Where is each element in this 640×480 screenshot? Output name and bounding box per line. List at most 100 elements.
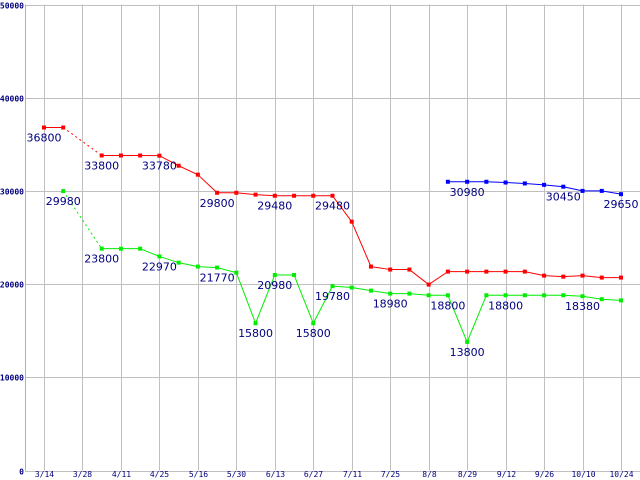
x-tick-label: 7/11 — [343, 470, 362, 479]
series-segment — [236, 192, 256, 196]
series-segment — [524, 271, 545, 277]
data-label: 20980 — [257, 279, 292, 292]
data-label: 29650 — [603, 198, 638, 211]
data-label: 29480 — [257, 200, 292, 213]
series-segment — [582, 295, 602, 300]
data-point — [253, 321, 258, 326]
series-segment — [197, 174, 218, 194]
data-label: 15800 — [296, 327, 331, 340]
x-tick-label: 4/25 — [150, 470, 169, 479]
data-point — [407, 267, 412, 272]
data-label: 33800 — [84, 159, 119, 172]
data-point — [465, 269, 470, 274]
data-point — [61, 189, 66, 194]
x-tick-label: 6/13 — [266, 470, 285, 479]
data-point — [234, 190, 239, 195]
data-point — [42, 125, 46, 130]
data-point — [99, 246, 104, 251]
data-point — [368, 288, 373, 293]
data-point — [292, 193, 297, 198]
data-point — [138, 246, 143, 251]
x-tick-label: 8/8 — [422, 470, 437, 479]
series-segment — [601, 298, 622, 301]
series-segment — [351, 221, 372, 267]
series-segment — [563, 294, 583, 297]
series-segment — [582, 275, 602, 279]
series-green — [61, 189, 623, 344]
y-tick-label: 20000 — [0, 281, 24, 290]
data-point — [368, 264, 373, 269]
series-segment — [486, 181, 506, 184]
data-point — [542, 293, 547, 298]
data-point — [388, 267, 393, 272]
data-point — [484, 179, 489, 184]
series-segment — [255, 194, 275, 197]
series-segment — [62, 190, 103, 249]
data-point — [176, 260, 181, 265]
x-tick-label: 6/27 — [304, 470, 323, 479]
x-tick-label: 8/29 — [458, 470, 477, 479]
series-segment — [563, 275, 583, 278]
x-tick-label: 5/30 — [227, 470, 246, 479]
data-labels: 36800 33800 33780 29800 29480 29480 29980 23800… — [27, 132, 639, 359]
series-segment — [235, 272, 257, 324]
data-point — [388, 291, 393, 296]
y-tick-label: 50000 — [0, 2, 24, 11]
data-point — [157, 153, 162, 158]
data-label: 36800 — [27, 132, 62, 145]
series-segment — [370, 266, 391, 271]
series-segment — [197, 266, 218, 269]
series-segment — [428, 271, 449, 285]
y-tick-label: 0 — [19, 468, 24, 477]
data-point — [484, 269, 489, 274]
x-tick-label: 7/25 — [381, 470, 400, 479]
series-blue — [445, 179, 623, 197]
data-point — [561, 274, 566, 279]
data-label: 33780 — [142, 160, 177, 173]
data-point — [580, 273, 585, 278]
data-point — [272, 272, 277, 277]
data-label: 30980 — [450, 186, 485, 199]
data-point — [349, 219, 354, 224]
series-segment — [159, 255, 179, 264]
data-point — [522, 293, 527, 298]
data-point — [195, 264, 200, 269]
data-point — [599, 275, 604, 280]
data-label: 18980 — [373, 298, 408, 311]
data-point — [311, 193, 316, 198]
data-label: 21770 — [200, 272, 235, 285]
data-point — [465, 179, 470, 184]
series-segment — [332, 195, 353, 222]
data-label: 29800 — [200, 197, 235, 210]
grid — [25, 4, 640, 472]
data-point — [99, 153, 104, 158]
data-point — [234, 270, 239, 275]
data-point — [445, 179, 450, 184]
data-point — [426, 293, 431, 298]
data-point — [580, 294, 585, 299]
x-tick-label: 10/24 — [609, 470, 633, 479]
data-label: 19780 — [315, 290, 350, 303]
data-point — [561, 293, 566, 298]
data-label: 15800 — [238, 327, 273, 340]
data-point — [561, 184, 566, 189]
data-point — [618, 275, 623, 280]
data-point — [253, 192, 258, 197]
data-point — [349, 285, 354, 290]
y-axis: 0 10000 20000 30000 40000 50000 — [0, 2, 24, 477]
series-segment — [332, 285, 352, 289]
data-label: 13800 — [450, 346, 485, 359]
x-tick-label: 5/16 — [189, 470, 208, 479]
x-tick-label: 3/14 — [35, 470, 54, 479]
data-point — [599, 297, 604, 302]
data-point — [503, 180, 508, 185]
y-tick-label: 30000 — [0, 188, 24, 197]
data-point — [580, 188, 585, 193]
data-label: 18800 — [430, 299, 465, 312]
data-point — [272, 193, 277, 198]
data-point — [118, 246, 123, 251]
data-point — [157, 254, 162, 259]
y-tick-label: 10000 — [0, 374, 24, 383]
data-point — [465, 339, 470, 344]
